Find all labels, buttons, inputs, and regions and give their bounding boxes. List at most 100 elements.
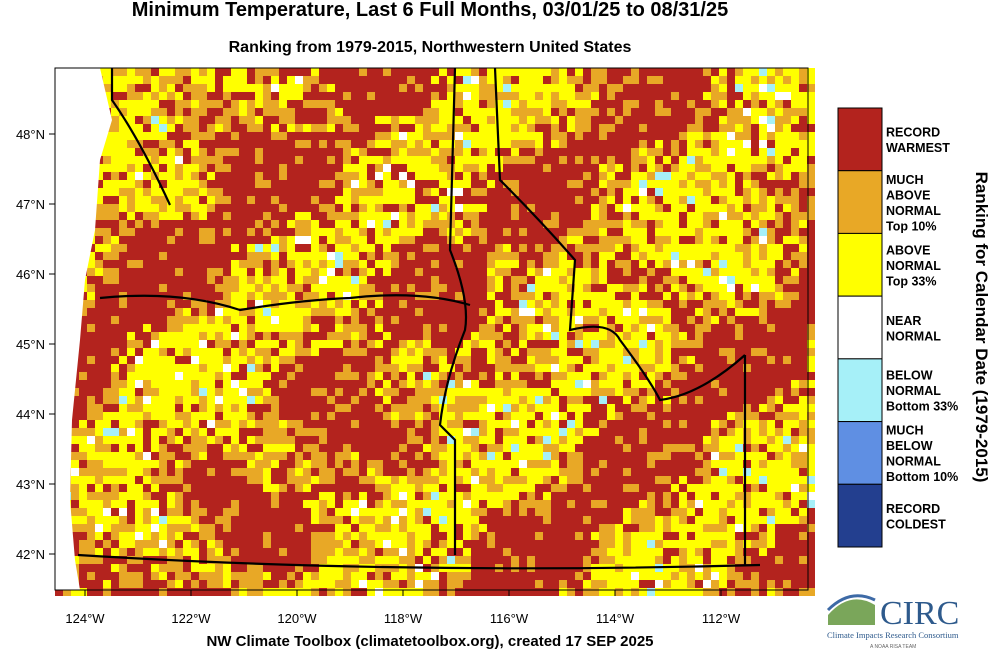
map-cell: [383, 164, 391, 172]
map-cell: [415, 332, 423, 340]
map-cell: [319, 468, 327, 476]
map-cell: [567, 244, 575, 252]
map-cell: [519, 196, 527, 204]
map-cell: [239, 196, 247, 204]
map-cell: [271, 228, 279, 236]
map-cell: [767, 124, 775, 132]
map-cell: [519, 180, 527, 188]
map-cell: [79, 396, 87, 404]
map-cell: [167, 164, 175, 172]
map-cell: [215, 164, 223, 172]
map-cell: [527, 156, 535, 164]
map-cell: [711, 428, 719, 436]
map-cell: [87, 284, 95, 292]
map-cell: [519, 100, 527, 108]
map-cell: [215, 388, 223, 396]
map-cell: [311, 316, 319, 324]
map-cell: [567, 372, 575, 380]
map-cell: [487, 244, 495, 252]
map-cell: [175, 388, 183, 396]
map-cell: [727, 324, 735, 332]
map-cell: [663, 132, 671, 140]
map-cell: [279, 348, 287, 356]
map-cell: [223, 460, 231, 468]
map-cell: [295, 452, 303, 460]
map-cell: [391, 68, 399, 76]
map-cell: [783, 268, 791, 276]
map-cell: [703, 252, 711, 260]
map-cell: [719, 444, 727, 452]
map-cell: [295, 372, 303, 380]
map-cell: [207, 460, 215, 468]
map-cell: [247, 236, 255, 244]
map-cell: [471, 148, 479, 156]
map-cell: [239, 324, 247, 332]
map-cell: [351, 124, 359, 132]
map-cell: [463, 340, 471, 348]
map-cell: [455, 156, 463, 164]
map-cell: [743, 212, 751, 220]
map-cell: [367, 356, 375, 364]
map-cell: [367, 140, 375, 148]
map-cell: [559, 420, 567, 428]
map-cell: [311, 220, 319, 228]
map-cell: [471, 324, 479, 332]
map-cell: [743, 220, 751, 228]
map-cell: [663, 68, 671, 76]
map-cell: [175, 116, 183, 124]
map-cell: [687, 348, 695, 356]
map-cell: [671, 340, 679, 348]
map-cell: [567, 260, 575, 268]
map-cell: [535, 268, 543, 276]
map-cell: [111, 76, 119, 84]
map-cell: [223, 444, 231, 452]
map-cell: [295, 300, 303, 308]
map-cell: [559, 364, 567, 372]
map-cell: [183, 252, 191, 260]
map-cell: [575, 412, 583, 420]
map-cell: [607, 268, 615, 276]
map-cell: [671, 260, 679, 268]
map-cell: [775, 460, 783, 468]
map-cell: [527, 196, 535, 204]
map-cell: [127, 332, 135, 340]
map-cell: [167, 108, 175, 116]
map-cell: [719, 156, 727, 164]
map-cell: [599, 188, 607, 196]
map-cell: [263, 284, 271, 292]
map-cell: [375, 428, 383, 436]
map-cell: [639, 188, 647, 196]
map-cell: [799, 188, 807, 196]
map-cell: [279, 396, 287, 404]
map-cell: [487, 180, 495, 188]
map-cell: [247, 92, 255, 100]
map-cell: [263, 340, 271, 348]
map-cell: [639, 100, 647, 108]
map-cell: [631, 268, 639, 276]
map-cell: [231, 180, 239, 188]
map-cell: [719, 364, 727, 372]
map-cell: [87, 412, 95, 420]
map-cell: [799, 244, 807, 252]
map-cell: [215, 172, 223, 180]
map-cell: [343, 268, 351, 276]
map-cell: [631, 148, 639, 156]
map-cell: [231, 404, 239, 412]
map-cell: [407, 92, 415, 100]
map-cell: [183, 428, 191, 436]
map-cell: [319, 276, 327, 284]
map-cell: [231, 228, 239, 236]
map-cell: [503, 316, 511, 324]
map-cell: [487, 100, 495, 108]
map-cell: [215, 476, 223, 484]
map-cell: [559, 148, 567, 156]
map-cell: [623, 420, 631, 428]
map-cell: [207, 420, 215, 428]
map-cell: [399, 316, 407, 324]
map-cell: [607, 340, 615, 348]
map-cell: [655, 116, 663, 124]
map-cell: [79, 436, 87, 444]
map-cell: [463, 268, 471, 276]
map-cell: [343, 428, 351, 436]
map-cell: [751, 268, 759, 276]
